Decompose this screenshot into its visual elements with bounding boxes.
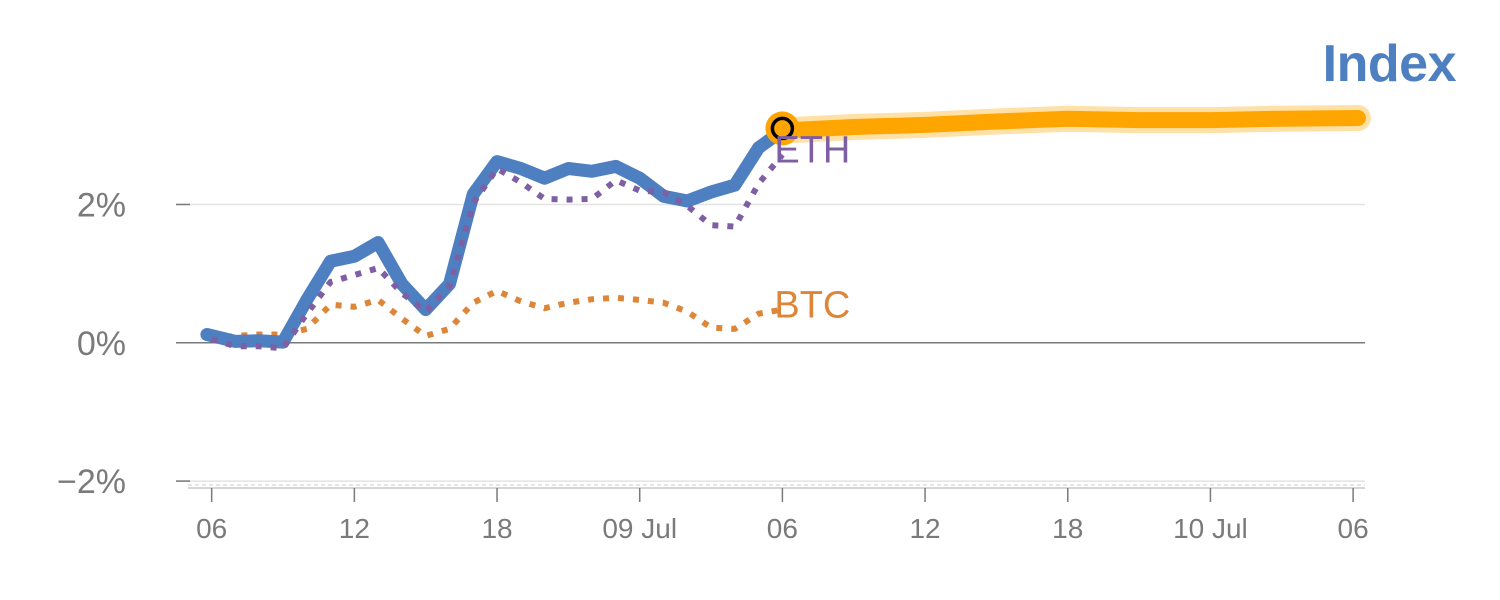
x-tick-label: 06	[196, 513, 227, 544]
index-line	[200, 124, 789, 349]
x-tick-label: 06	[767, 513, 798, 544]
y-tick-label: 2%	[77, 186, 126, 224]
btc-label: BTC	[774, 285, 850, 327]
x-tick-label: 09 Jul	[602, 513, 677, 544]
x-tick-label: 12	[909, 513, 940, 544]
y-tick-label: −2%	[57, 463, 126, 501]
eth-label: ETH	[774, 130, 850, 172]
x-tick-label: 06	[1338, 513, 1369, 544]
x-tick-label: 10 Jul	[1173, 513, 1248, 544]
chart-title: Index	[1322, 35, 1457, 93]
x-tick-label: 18	[1052, 513, 1083, 544]
x-tick-label: 12	[339, 513, 370, 544]
x-tick-label: 18	[481, 513, 512, 544]
y-tick-label: 0%	[77, 325, 126, 363]
current-point-marker	[770, 116, 795, 141]
forecast-band	[774, 110, 1366, 139]
